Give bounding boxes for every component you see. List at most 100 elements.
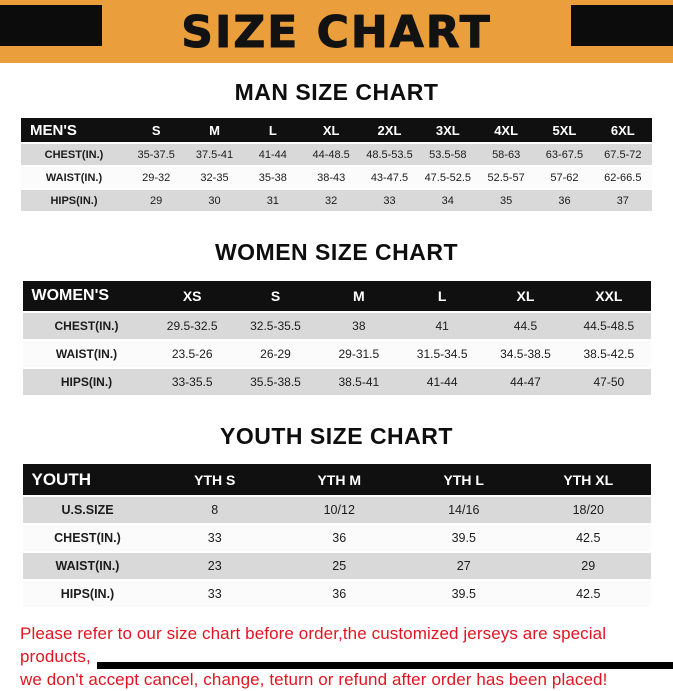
size-value: 44.5 [513,319,538,333]
size-value: 63-67.5 [545,148,584,161]
size-value: 35-38 [258,171,287,184]
table-header-row: MEN'S S M L XL 2XL 3XL 4XL 5XL 6XL [21,118,652,142]
size-value: 42.5 [576,587,601,601]
size-column-header: 6XL [593,118,652,142]
size-value: 26-29 [260,347,291,361]
table-title-cell: MEN'S [21,118,127,142]
youth-size-chart-section: YOUTH SIZE CHART YOUTH YTH S YTH M YTH L YTH… [0,423,673,609]
size-column-header: XXL [567,281,651,311]
size-value: 29 [581,559,596,573]
size-value: 38.5-42.5 [583,347,635,361]
size-column-header: M [317,281,401,311]
banner: SIZE CHART [0,0,673,63]
row-label: HIPS(IN.) [60,587,115,601]
size-column-header: XS [150,281,234,311]
size-column-header: XL [301,118,361,142]
size-column-header: 5XL [535,118,594,142]
size-value: 44-48.5 [312,148,350,161]
size-value: 35 [500,194,513,207]
banner-corner-block-right [571,5,673,46]
row-label: CHEST(IN.) [54,319,119,333]
size-value: 29 [150,194,163,207]
table-row: WAIST(IN.) 29-32 32-35 35-38 38-43 43-47.5 47.… [21,167,652,188]
size-column-header: 3XL [418,118,477,142]
table-title-cell: WOMEN'S [22,281,151,311]
size-value: 10/12 [323,503,355,517]
table-row: CHEST(IN.) 33 36 39.5 42.5 [22,525,651,551]
men-size-table: MEN'S S M L XL 2XL 3XL 4XL 5XL 6XL CHEST(IN.) 35-37… [21,116,652,213]
size-value: 33-35.5 [171,375,213,389]
table-row: U.S.SIZE 8 10/12 14/16 18/20 [22,497,651,523]
size-value: 39.5 [451,587,476,601]
size-value: 33 [207,531,222,545]
bottom-black-bar [97,662,673,669]
size-value: 34.5-38.5 [500,347,551,361]
footer-note-line-1: Please refer to our size chart before or… [20,624,607,666]
table-row: CHEST(IN.) 29.5-32.5 32.5-35.5 38 41 44.5 44.5… [22,313,651,339]
men-section-heading: MAN SIZE CHART [234,79,439,105]
size-column-header: L [243,118,302,142]
size-value: 39.5 [451,531,476,545]
size-value: 25 [332,559,347,573]
footer-note: Please refer to our size chart before or… [20,622,673,691]
table-row: CHEST(IN.) 35-37.5 37.5-41 41-44 44-48.5 48.5… [21,144,652,165]
size-value: 37 [616,194,629,207]
size-value: 29.5-32.5 [166,319,218,333]
size-value: 31.5-34.5 [416,347,468,361]
size-value: 41-44 [426,375,458,389]
row-label: CHEST(IN.) [44,148,104,161]
size-column-header: XL [483,281,568,311]
table-header-row: WOMEN'S XS S M L XL XXL [22,281,651,311]
size-value: 33 [207,587,222,601]
row-label: WAIST(IN.) [55,559,120,573]
size-column-header: L [400,281,484,311]
table-row: HIPS(IN.) 29 30 31 32 33 34 35 36 37 [21,190,652,211]
size-column-header: M [185,118,244,142]
size-value: 34 [441,194,454,207]
size-value: 29-32 [142,171,171,184]
table-row: WAIST(IN.) 23 25 27 29 [22,553,651,579]
table-row: HIPS(IN.) 33-35.5 35.5-38.5 38.5-41 41-44 44-… [22,369,651,395]
size-value: 42.5 [576,531,601,545]
youth-size-table: YOUTH YTH S YTH M YTH L YTH XL U.S.SIZE 8 10/12… [22,462,651,609]
size-value: 35-37.5 [137,148,175,161]
women-size-table: WOMEN'S XS S M L XL XXL CHEST(IN.) 29.5-32.5 32.5… [22,279,651,397]
size-column-header: YTH L [401,464,526,495]
size-value: 52.5-57 [487,171,525,184]
banner-corner-block-left [0,5,102,46]
size-column-header: 2XL [360,118,419,142]
size-value: 18/20 [572,503,604,517]
row-label: U.S.SIZE [61,503,114,517]
size-value: 27 [456,559,471,573]
size-column-header: S [127,118,186,142]
size-value: 44.5-48.5 [583,319,635,333]
women-size-chart-section: WOMEN SIZE CHART WOMEN'S XS S M L XL XXL CHEST(… [0,239,673,397]
footer-note-line-2: we don't accept cancel, change, teturn o… [20,670,608,689]
size-value: 31 [266,194,279,207]
size-value: 38-43 [317,171,346,184]
row-label: HIPS(IN.) [50,194,98,207]
size-value: 32.5-35.5 [250,319,301,333]
size-value: 58-63 [492,148,521,161]
size-value: 38.5-41 [338,375,380,389]
size-value: 29-31.5 [338,347,380,361]
size-value: 36 [332,587,347,601]
row-label: WAIST(IN.) [55,347,118,361]
table-row: WAIST(IN.) 23.5-26 26-29 29-31.5 31.5-34.5 34… [22,341,651,367]
page-title: SIZE CHART [181,6,492,58]
table-row: HIPS(IN.) 33 36 39.5 42.5 [22,581,651,607]
size-value: 67.5-72 [604,148,642,161]
size-column-header: S [233,281,318,311]
table-title-cell: YOUTH [22,464,153,495]
men-size-chart-section: MAN SIZE CHART MEN'S S M L XL 2XL 3XL 4XL 5XL 6XL… [0,79,673,213]
size-column-header: YTH XL [526,464,651,495]
size-column-header: YTH S [152,464,277,495]
size-value: 43-47.5 [370,171,409,184]
size-value: 48.5-53.5 [366,148,413,161]
size-value: 41-44 [258,148,287,161]
size-value: 33 [383,194,396,207]
size-value: 23 [207,559,222,573]
row-label: HIPS(IN.) [60,375,113,389]
size-value: 32-35 [200,171,229,184]
